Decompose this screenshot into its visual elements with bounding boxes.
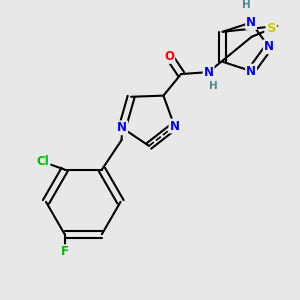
Text: O: O <box>164 50 174 63</box>
Text: Cl: Cl <box>37 155 50 168</box>
Text: N: N <box>246 64 256 78</box>
Text: N: N <box>169 119 179 133</box>
Text: H: H <box>242 0 250 10</box>
Text: S: S <box>267 22 276 35</box>
Text: N: N <box>204 66 214 79</box>
Text: H: H <box>209 81 218 91</box>
Text: N: N <box>264 40 274 53</box>
Text: N: N <box>117 121 127 134</box>
Text: F: F <box>61 245 69 258</box>
Text: N: N <box>246 16 256 29</box>
